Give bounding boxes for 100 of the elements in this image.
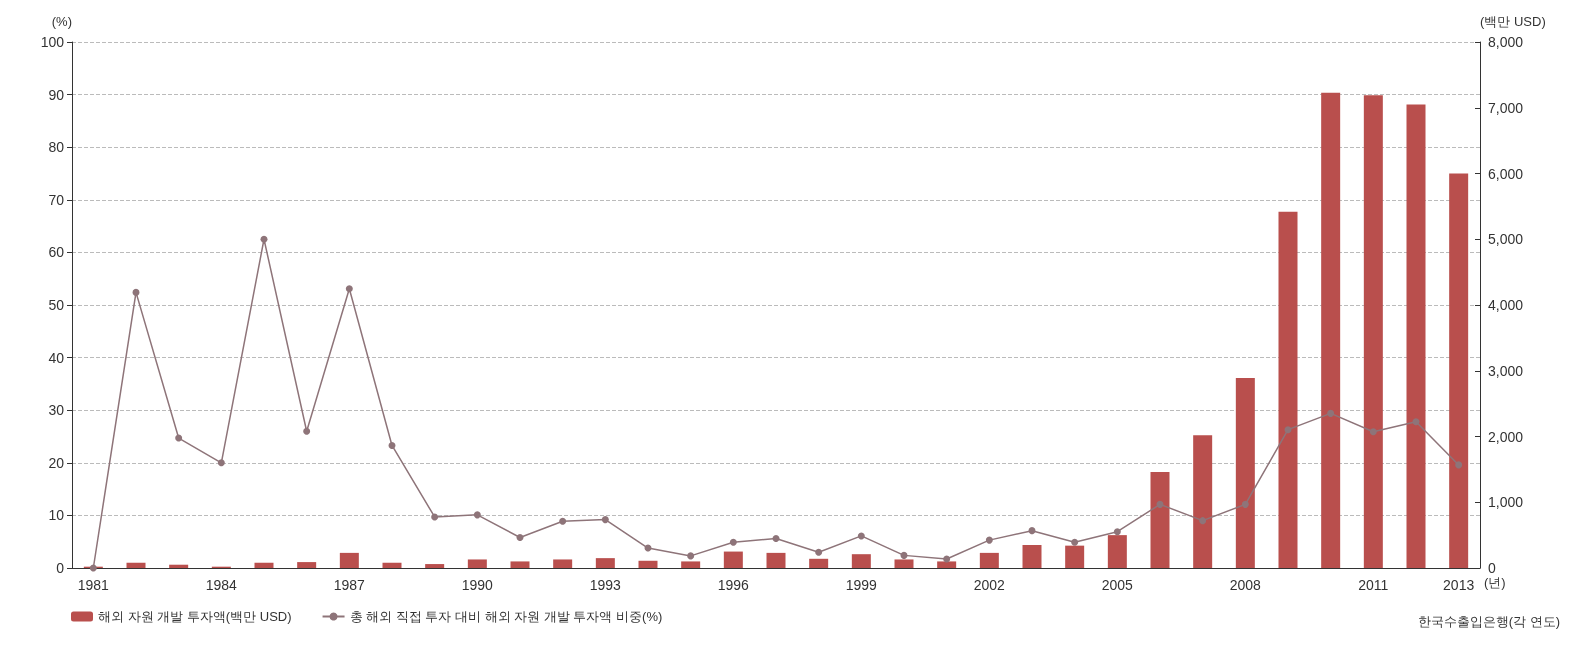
point bbox=[303, 427, 311, 435]
bar bbox=[297, 562, 317, 568]
y2-tick-label: 0 bbox=[1488, 560, 1496, 576]
bar bbox=[1150, 472, 1170, 568]
bar bbox=[382, 562, 402, 568]
point bbox=[431, 513, 439, 521]
point bbox=[132, 288, 140, 296]
y2-axis-title: (백만 USD) bbox=[1480, 14, 1546, 29]
point bbox=[1156, 500, 1164, 508]
x-tick-label: 1996 bbox=[717, 577, 750, 593]
bar bbox=[1278, 211, 1298, 568]
x-tick-label: 1987 bbox=[333, 577, 366, 593]
point bbox=[175, 434, 183, 442]
x-axis-title: (년) bbox=[1484, 575, 1506, 590]
bar bbox=[467, 559, 487, 568]
point bbox=[260, 235, 268, 243]
x-tick-label: 2008 bbox=[1229, 577, 1262, 593]
y-tick-label: 10 bbox=[48, 507, 65, 524]
bar bbox=[937, 561, 957, 568]
bar bbox=[510, 561, 530, 568]
point bbox=[388, 441, 396, 449]
bar bbox=[254, 562, 274, 568]
bar bbox=[638, 560, 658, 568]
point bbox=[815, 548, 823, 556]
point bbox=[729, 538, 737, 546]
y-axis-title: (%) bbox=[51, 14, 72, 29]
bar bbox=[851, 554, 871, 568]
point bbox=[943, 555, 951, 563]
bar bbox=[553, 559, 573, 568]
legend-label: 해외 자원 개발 투자액(백만 USD) bbox=[98, 609, 292, 624]
point bbox=[985, 536, 993, 544]
y2-tick-label: 3,000 bbox=[1488, 362, 1524, 379]
y2-tick-label: 2,000 bbox=[1488, 428, 1524, 445]
point bbox=[559, 517, 567, 525]
y-tick-label: 70 bbox=[48, 191, 65, 208]
bar bbox=[126, 562, 146, 568]
x-tick-label: 2005 bbox=[1101, 577, 1134, 593]
point bbox=[687, 552, 695, 560]
legend-label: 총 해외 직접 투자 대비 해외 자원 개발 투자액 비중(%) bbox=[349, 609, 663, 624]
y-tick-label: 90 bbox=[48, 86, 65, 103]
y2-tick-label: 4,000 bbox=[1488, 297, 1524, 313]
y-tick-label: 50 bbox=[48, 297, 65, 313]
point bbox=[1113, 528, 1121, 536]
y-tick-label: 20 bbox=[48, 454, 65, 471]
point bbox=[601, 516, 609, 524]
point bbox=[900, 551, 908, 559]
y-tick-label: 80 bbox=[48, 139, 65, 156]
y2-tick-label: 5,000 bbox=[1488, 231, 1524, 248]
point bbox=[1071, 538, 1079, 546]
bar bbox=[1022, 544, 1042, 568]
bar bbox=[425, 564, 445, 568]
bar bbox=[595, 558, 615, 568]
bar bbox=[766, 552, 786, 568]
x-tick-label: 1993 bbox=[589, 577, 622, 593]
bar bbox=[723, 551, 743, 568]
y2-tick-label: 6,000 bbox=[1488, 165, 1524, 182]
y2-tick-label: 7,000 bbox=[1488, 99, 1524, 116]
y-tick-label: 30 bbox=[48, 402, 65, 419]
x-tick-label: 1990 bbox=[461, 577, 494, 593]
x-tick-label: 2013 bbox=[1443, 577, 1475, 593]
text: 한국수출입은행(각 연도) bbox=[1417, 614, 1561, 629]
y-tick-label: 0 bbox=[56, 560, 65, 576]
point bbox=[1455, 461, 1463, 469]
bar bbox=[1107, 535, 1127, 568]
bar bbox=[809, 558, 829, 568]
point bbox=[1369, 428, 1377, 436]
x-tick-label: 1999 bbox=[845, 577, 878, 593]
y-tick-label: 40 bbox=[48, 349, 65, 366]
bar bbox=[1193, 435, 1213, 568]
x-tick-label: 1984 bbox=[205, 577, 238, 593]
y-tick-label: 60 bbox=[48, 244, 65, 261]
y2-tick-label: 8,000 bbox=[1488, 34, 1524, 50]
point bbox=[857, 532, 865, 540]
bar bbox=[1065, 545, 1085, 568]
bar bbox=[1449, 173, 1469, 568]
y2-tick-label: 1,000 bbox=[1488, 494, 1524, 511]
bar bbox=[894, 559, 914, 568]
bar bbox=[339, 552, 359, 568]
bar bbox=[1363, 95, 1383, 568]
point bbox=[89, 564, 97, 572]
point bbox=[1028, 527, 1036, 535]
bar bbox=[169, 564, 189, 568]
x-tick-label: 2011 bbox=[1358, 577, 1389, 593]
point bbox=[1327, 409, 1335, 417]
bar bbox=[1321, 92, 1341, 568]
x-tick-label: 1981 bbox=[77, 577, 110, 593]
point bbox=[516, 533, 524, 541]
bar bbox=[979, 552, 999, 568]
point bbox=[1412, 418, 1420, 426]
x-tick-label: 2002 bbox=[973, 577, 1006, 593]
y-tick-label: 100 bbox=[40, 34, 65, 50]
point bbox=[1241, 500, 1249, 508]
bar bbox=[1235, 377, 1255, 568]
point bbox=[1284, 426, 1292, 434]
bar bbox=[681, 561, 701, 568]
bar bbox=[1406, 104, 1426, 568]
point bbox=[473, 511, 481, 519]
point bbox=[345, 285, 353, 293]
point bbox=[1199, 517, 1207, 525]
point bbox=[217, 459, 225, 467]
